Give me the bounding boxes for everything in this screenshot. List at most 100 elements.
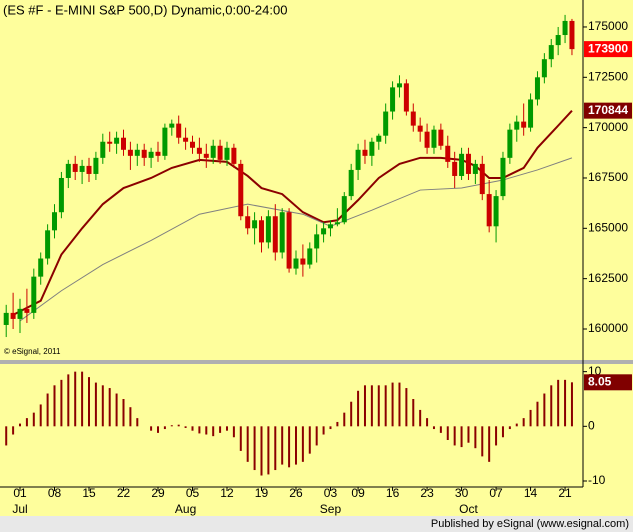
candle-body xyxy=(334,222,340,225)
candle-body xyxy=(120,137,126,150)
candle-body xyxy=(500,157,506,197)
candle-body xyxy=(38,258,44,277)
candle-body xyxy=(534,77,540,100)
candle-body xyxy=(58,177,64,213)
candle-body xyxy=(293,258,299,269)
candle-body xyxy=(541,59,547,78)
candle-body xyxy=(465,153,471,174)
footer-bar xyxy=(0,516,633,532)
month-label: Sep xyxy=(320,502,342,516)
y-tick-label: 170000 xyxy=(588,120,628,134)
x-tick-label: 05 xyxy=(186,486,200,500)
month-label: Aug xyxy=(175,502,196,516)
candle-body xyxy=(445,145,451,162)
candle-body xyxy=(493,196,499,227)
candle-body xyxy=(31,276,37,313)
x-tick-label: 23 xyxy=(420,486,434,500)
candle-body xyxy=(169,123,175,128)
candle-body xyxy=(362,149,368,156)
candle-body xyxy=(431,129,437,148)
candle-body xyxy=(300,258,306,265)
candle-body xyxy=(100,141,106,158)
candle-body xyxy=(93,157,99,174)
x-tick-label: 22 xyxy=(117,486,131,500)
x-tick-label: 29 xyxy=(151,486,165,500)
candle-body xyxy=(155,151,161,156)
candle-body xyxy=(314,234,320,249)
x-tick-label: 21 xyxy=(558,486,572,500)
month-label: Oct xyxy=(459,502,478,516)
credit: © eSignal, 2011 xyxy=(4,347,61,356)
oscillator-value-label: 8.05 xyxy=(588,374,612,388)
candle-body xyxy=(17,308,23,319)
candle-body xyxy=(272,216,278,253)
y-tick-label: 175000 xyxy=(588,19,628,33)
candle-body xyxy=(376,135,382,142)
candle-body xyxy=(403,83,409,112)
candle-body xyxy=(224,147,230,160)
moving-average xyxy=(19,157,573,322)
candle-body xyxy=(3,312,9,325)
candle-body xyxy=(24,308,30,313)
candle-body xyxy=(65,163,71,178)
x-tick-label: 26 xyxy=(289,486,303,500)
y-tick-label: 160000 xyxy=(588,321,628,335)
candle-body xyxy=(203,153,209,158)
candle-body xyxy=(245,216,251,229)
candle-body xyxy=(72,163,78,172)
y-tick-label: 165000 xyxy=(588,220,628,234)
candle-body xyxy=(555,35,561,46)
y-tick-label: 162500 xyxy=(588,271,628,285)
candle-body xyxy=(162,127,168,156)
y-tick-label: 167500 xyxy=(588,170,628,184)
chart-title: (ES #F - E-MINI S&P 500,D) Dynamic,0:00-… xyxy=(3,2,287,17)
panel-separator xyxy=(0,360,633,364)
candle-body xyxy=(417,125,423,132)
x-tick-label: 15 xyxy=(82,486,96,500)
candle-body xyxy=(438,129,444,146)
candle-body xyxy=(210,145,216,158)
month-label: Jul xyxy=(12,502,27,516)
candle-body xyxy=(45,230,51,259)
x-tick-label: 09 xyxy=(351,486,365,500)
candle-body xyxy=(252,220,258,229)
candle-body xyxy=(79,165,85,172)
candle-body xyxy=(114,137,120,144)
candle-body xyxy=(507,129,513,158)
x-tick-label: 03 xyxy=(324,486,338,500)
x-tick-label: 14 xyxy=(524,486,538,500)
candle-body xyxy=(258,220,264,243)
candle-body xyxy=(396,83,402,88)
candle-body xyxy=(183,137,189,142)
candle-body xyxy=(472,163,478,174)
candle-body xyxy=(286,212,292,269)
y-tick-label: -10 xyxy=(588,473,606,487)
x-tick-label: 16 xyxy=(386,486,400,500)
candle-body xyxy=(238,163,244,217)
x-tick-label: 08 xyxy=(48,486,62,500)
candle-body xyxy=(231,147,237,164)
candle-body xyxy=(369,141,375,156)
candle-body xyxy=(390,87,396,112)
candle-body xyxy=(562,20,568,36)
candle-body xyxy=(348,169,354,197)
candle-body xyxy=(327,224,333,229)
candle-body xyxy=(52,212,58,231)
candle-body xyxy=(265,216,271,243)
candle-body xyxy=(217,145,223,160)
candle-body xyxy=(127,149,133,156)
candle-body xyxy=(341,196,347,223)
candle-body xyxy=(569,20,575,50)
y-tick-label: 172500 xyxy=(588,69,628,83)
candle-body xyxy=(452,161,458,176)
candle-body xyxy=(355,149,361,170)
candle-body xyxy=(528,99,534,128)
candle-body xyxy=(141,149,147,158)
candle-body xyxy=(189,141,195,148)
candle-body xyxy=(321,228,327,235)
x-tick-label: 01 xyxy=(13,486,27,500)
oscillator-value-box xyxy=(584,374,632,391)
x-tick-label: 07 xyxy=(489,486,503,500)
candle-body xyxy=(514,121,520,130)
